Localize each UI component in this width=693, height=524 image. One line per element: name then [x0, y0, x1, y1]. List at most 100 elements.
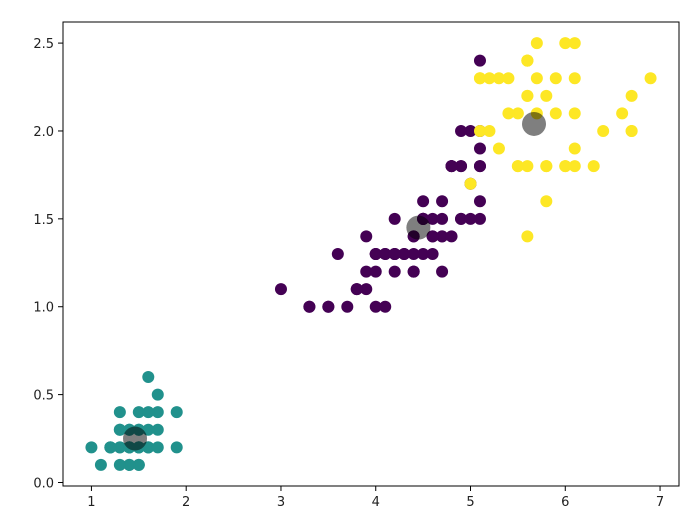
data-point-s0-17 [379, 300, 392, 313]
data-point-s0-12 [369, 300, 382, 313]
data-point-s1-34 [113, 458, 126, 471]
data-point-s1-13 [113, 406, 126, 419]
x-tick-label-0: 1 [87, 495, 95, 510]
centroid-marker-2 [522, 111, 546, 136]
data-point-s0-49 [379, 248, 392, 260]
data-point-s0-48 [274, 283, 287, 296]
data-point-s0-43 [303, 300, 316, 313]
data-point-s1-10 [94, 458, 107, 471]
data-point-s0-35 [417, 195, 430, 208]
data-point-s0-14 [331, 248, 344, 260]
data-point-s2-27 [511, 160, 524, 173]
data-point-s2-13 [625, 89, 638, 102]
data-points [85, 37, 657, 471]
data-point-s0-13 [436, 230, 449, 243]
data-point-s1-29 [170, 406, 183, 419]
data-point-s0-60 [445, 160, 458, 173]
data-point-s2-43 [473, 72, 486, 85]
y-axis-ticks: 0.0 0.5 1.0 1.5 2.0 2.5 [33, 37, 63, 491]
data-point-s2-29 [521, 54, 534, 67]
y-tick-label-2: 1.0 [33, 301, 54, 316]
data-point-s2-10 [511, 107, 524, 120]
data-point-s1-19 [142, 406, 155, 419]
data-point-s2-38 [540, 160, 553, 173]
data-point-s0-45 [388, 265, 401, 278]
data-point-s0-9 [360, 230, 373, 243]
data-point-s2-40 [559, 160, 572, 173]
data-point-s0-37 [407, 248, 420, 260]
data-point-s2-3 [540, 89, 553, 102]
data-point-s0-62 [426, 230, 439, 243]
data-point-s1-37 [151, 441, 164, 454]
data-point-s0-64 [350, 283, 363, 296]
data-point-s1-18 [170, 441, 183, 454]
data-point-s0-51 [464, 124, 477, 137]
data-point-s0-59 [464, 212, 477, 225]
data-point-s2-35 [625, 124, 638, 137]
x-tick-label-1: 2 [182, 495, 190, 510]
data-point-s0-23 [436, 265, 449, 278]
data-point-s0-55 [473, 54, 486, 67]
x-tick-label-3: 4 [372, 495, 380, 510]
data-point-s1-17 [151, 388, 164, 401]
x-tick-label-5: 6 [561, 495, 569, 510]
data-point-s0-50 [473, 142, 486, 155]
x-tick-label-4: 5 [466, 495, 474, 510]
data-point-s2-24 [521, 230, 534, 243]
data-point-s0-6 [436, 195, 449, 208]
data-point-s2-14 [644, 72, 657, 85]
data-point-s0-8 [426, 248, 439, 260]
data-point-s0-65 [407, 265, 420, 278]
data-point-s1-38 [113, 423, 126, 436]
data-point-s0-47 [398, 248, 411, 260]
data-point-s0-11 [388, 212, 401, 225]
data-point-s2-28 [502, 107, 515, 120]
data-point-s1-31 [132, 458, 145, 471]
data-point-s2-1 [549, 107, 562, 120]
data-point-s0-29 [322, 300, 335, 313]
data-point-s2-22 [597, 124, 610, 137]
data-point-s2-33 [483, 72, 496, 85]
centroid-markers [123, 111, 546, 451]
data-point-s2-7 [568, 37, 581, 50]
data-point-s2-36 [568, 160, 581, 173]
data-point-s1-14 [151, 423, 164, 436]
data-point-s2-37 [483, 124, 496, 137]
x-tick-label-2: 3 [277, 495, 285, 510]
data-point-s2-41 [521, 89, 534, 102]
data-point-s2-8 [473, 124, 486, 137]
data-point-s2-42 [568, 107, 581, 120]
centroid-marker-1 [406, 215, 431, 240]
x-axis-ticks: 1 2 3 4 5 6 7 [87, 486, 664, 510]
data-point-s0-26 [445, 230, 458, 243]
data-point-s0-4 [426, 212, 439, 225]
data-point-s0-66 [473, 160, 486, 173]
data-point-s0-33 [473, 195, 486, 208]
data-point-s2-32 [530, 37, 543, 50]
data-point-s0-31 [341, 300, 354, 313]
data-point-s2-5 [587, 160, 600, 173]
data-point-s2-39 [464, 177, 477, 190]
y-tick-label-1: 0.5 [33, 389, 54, 404]
data-point-s0-22 [455, 212, 468, 225]
data-point-s2-2 [521, 160, 534, 173]
data-point-s0-19 [360, 283, 373, 296]
data-point-s2-34 [502, 72, 515, 85]
data-point-s1-4 [151, 406, 164, 419]
data-point-s1-12 [132, 406, 145, 419]
data-point-s2-25 [568, 72, 581, 85]
data-point-s0-63 [388, 248, 401, 260]
data-point-s0-36 [436, 212, 449, 225]
y-tick-label-5: 2.5 [33, 37, 54, 52]
data-point-s2-15 [530, 72, 543, 85]
data-point-s2-31 [549, 72, 562, 85]
data-point-s2-0 [559, 37, 572, 50]
data-point-s0-42 [369, 265, 382, 278]
data-point-s2-21 [568, 142, 581, 155]
data-point-s2-20 [540, 195, 553, 208]
x-tick-label-6: 7 [656, 495, 664, 510]
y-tick-label-4: 2.0 [33, 125, 54, 140]
data-point-s2-4 [616, 107, 629, 120]
data-point-s1-28 [142, 371, 155, 384]
